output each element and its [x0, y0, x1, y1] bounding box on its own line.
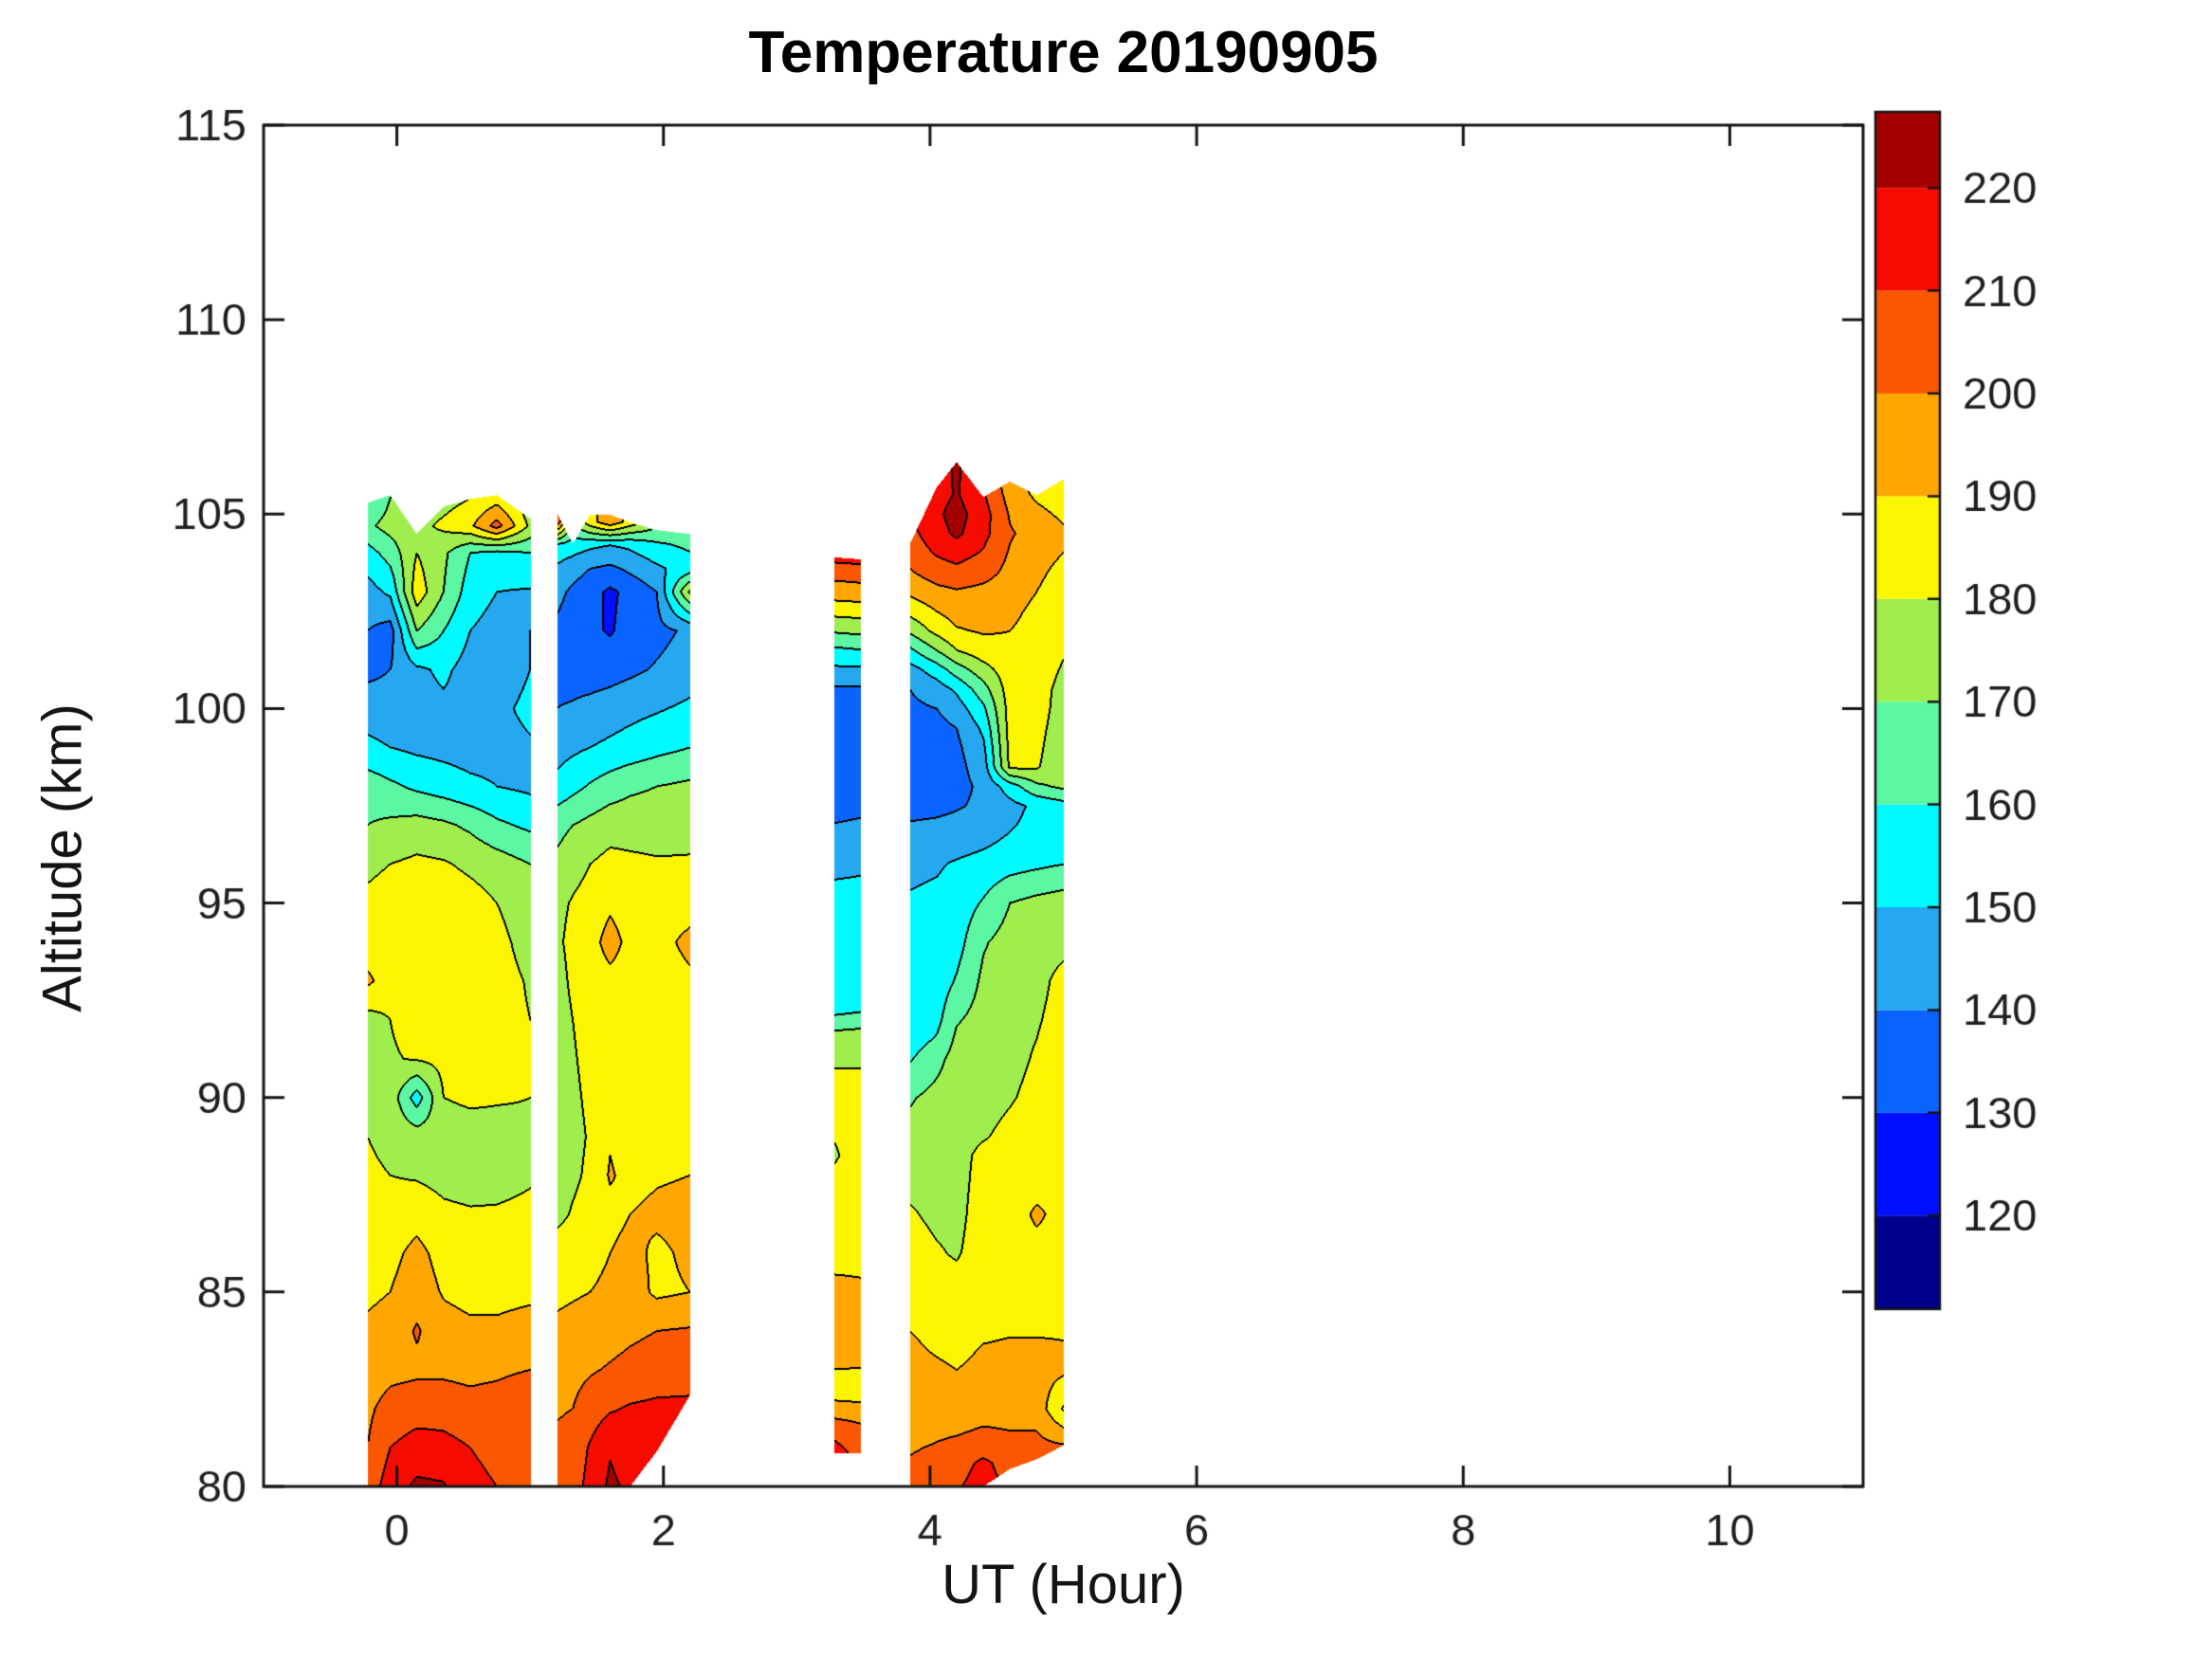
y-axis-label: Altitude (km) [31, 703, 94, 1012]
page-title: Temperature 20190905 [748, 20, 1379, 85]
x-axis-label: UT (Hour) [941, 1554, 1185, 1615]
